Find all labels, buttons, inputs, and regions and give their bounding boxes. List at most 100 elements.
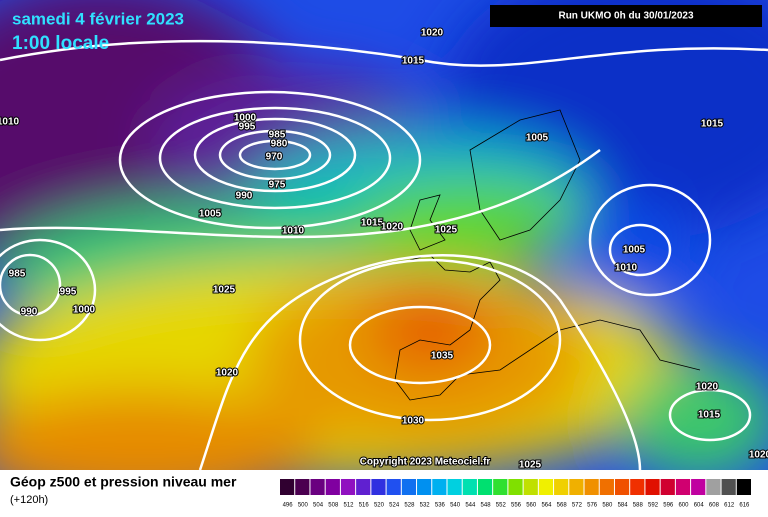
isobar-label: 1020 <box>696 382 719 393</box>
isobar-label: 990 <box>236 191 253 202</box>
isobar-label: 985 <box>269 130 286 141</box>
isobar-label: 1005 <box>526 133 549 144</box>
isobar-labels: 1020101510051015101010009959859809709759… <box>0 27 768 471</box>
scale-label: 504 <box>313 503 324 509</box>
scale-swatch <box>691 479 706 495</box>
scale-label: 520 <box>374 503 385 509</box>
isobar-label: 1010 <box>0 117 20 128</box>
scale-label: 500 <box>298 503 309 509</box>
scale-swatch <box>401 479 417 495</box>
scale-label: 544 <box>465 503 476 509</box>
run-info: Run UKMO 0h du 30/01/2023 <box>558 11 693 22</box>
scale-swatch <box>554 479 569 495</box>
color-scale: 496 500 504 508 512 516 520 524 528 532 536 540 544 5… <box>280 479 751 509</box>
scale-label: 616 <box>739 503 750 509</box>
scale-swatch <box>630 479 645 495</box>
scale-swatch <box>508 479 523 495</box>
scale-swatch <box>614 479 630 495</box>
isobar-label: 985 <box>9 269 26 280</box>
scale-label: 572 <box>572 503 583 509</box>
isobar-label: 1015 <box>361 218 384 229</box>
isobar-label: 1010 <box>615 263 638 274</box>
isobar-label: 980 <box>271 139 288 150</box>
scale-label: 592 <box>648 503 659 509</box>
scale-swatch <box>295 479 310 495</box>
isobar-label: 1025 <box>213 285 236 296</box>
scale-label: 588 <box>633 503 644 509</box>
isobar-label: 1005 <box>199 209 222 220</box>
isobar-label: 1015 <box>701 119 724 130</box>
isobar-label: 1035 <box>431 351 454 362</box>
isobar-label: 990 <box>21 307 38 318</box>
copyright: Copyright 2023 Meteociel.fr <box>360 457 491 468</box>
legend-title: Géop z500 et pression niveau mer <box>10 474 237 490</box>
scale-swatch <box>538 479 554 495</box>
isobar-label: 995 <box>60 287 77 298</box>
scale-label: 596 <box>663 503 674 509</box>
scale-swatch <box>721 479 736 495</box>
scale-label: 524 <box>389 503 400 509</box>
scale-label: 548 <box>481 503 492 509</box>
isobar-label: 1020 <box>381 222 404 233</box>
isobar-label: 1010 <box>282 226 305 237</box>
scale-label: 556 <box>511 503 522 509</box>
isobar-label: 1015 <box>698 410 721 421</box>
scale-label: 536 <box>435 503 446 509</box>
scale-swatch <box>660 479 675 495</box>
isobar-label: 970 <box>266 152 283 163</box>
scale-label: 516 <box>359 503 370 509</box>
scale-label: 508 <box>328 503 339 509</box>
scale-swatch <box>310 479 325 495</box>
scale-swatch <box>599 479 614 495</box>
scale-label: 532 <box>420 503 431 509</box>
scale-label: 512 <box>344 503 355 509</box>
isobar-label: 1000 <box>234 113 257 124</box>
scale-label: 560 <box>526 503 537 509</box>
scale-label: 580 <box>602 503 613 509</box>
scale-swatch <box>645 479 660 495</box>
isobar-label: 1030 <box>402 416 425 427</box>
scale-label: 496 <box>283 503 294 509</box>
scale-label: 540 <box>450 503 461 509</box>
scale-swatch <box>340 479 356 495</box>
scale-label: 552 <box>496 503 507 509</box>
isobar-label: 1020 <box>421 28 444 39</box>
isobar-label: 1020 <box>216 368 239 379</box>
legend-subtitle: (+120h) <box>10 494 48 506</box>
scale-swatch <box>493 479 508 495</box>
scale-label: 604 <box>694 503 705 509</box>
scale-label: 576 <box>587 503 598 509</box>
scale-swatch <box>386 479 401 495</box>
scale-swatch <box>675 479 691 495</box>
scale-swatch <box>371 479 386 495</box>
isobars <box>0 39 768 470</box>
isobar-label: 1000 <box>73 305 96 316</box>
scale-swatch <box>523 479 538 495</box>
scale-swatch <box>569 479 584 495</box>
isobar-label: 1025 <box>519 460 542 471</box>
scale-swatch <box>356 479 371 495</box>
scale-swatch <box>432 479 447 495</box>
isobar-label: 1015 <box>402 56 425 67</box>
isobar-label: 995 <box>239 122 256 133</box>
scale-label: 612 <box>724 503 735 509</box>
scale-swatch <box>447 479 462 495</box>
scale-swatch <box>325 479 340 495</box>
scale-swatch <box>462 479 477 495</box>
isobar-label: 975 <box>269 180 286 191</box>
local-time: 1:00 locale <box>12 33 109 54</box>
scale-label: 600 <box>678 503 689 509</box>
scale-swatch <box>280 479 295 495</box>
isobar-label: 1025 <box>435 225 458 236</box>
scale-swatch <box>584 479 599 495</box>
scale-label: 568 <box>557 503 568 509</box>
scale-swatch <box>477 479 493 495</box>
scale-label: 564 <box>541 503 552 509</box>
isobar-label: 1020 <box>749 450 768 461</box>
scale-label: 584 <box>618 503 629 509</box>
scale-swatch <box>417 479 432 495</box>
scale-swatch <box>706 479 721 495</box>
scale-label: 528 <box>404 503 415 509</box>
